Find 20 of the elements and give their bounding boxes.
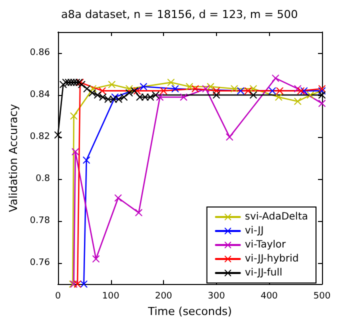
x-axis-title: Time (seconds) (146, 305, 232, 318)
y-tick-label: 0.84 (30, 90, 50, 100)
legend-label: vi-Taylor (244, 240, 287, 250)
legend-label: svi-AdaDelta (244, 212, 308, 222)
chart-title: a8a dataset, n = 18156, d = 123, m = 500 (61, 8, 298, 21)
y-tick-label: 0.86 (30, 48, 50, 58)
y-tick-label: 0.8 (36, 174, 50, 184)
y-axis-title: Validation Accuracy (7, 104, 20, 212)
x-tick-label: 500 (313, 292, 331, 302)
x-tick-label: 100 (102, 292, 120, 302)
legend-label: vi-JJ (244, 226, 264, 236)
x-tick-label: 400 (260, 292, 278, 302)
legend-label: vi-JJ-hybrid (244, 254, 299, 264)
legend-label: vi-JJ-full (244, 268, 282, 278)
x-tick-label: 200 (154, 292, 172, 302)
y-tick-label: 0.76 (30, 258, 50, 268)
y-tick-label: 0.82 (30, 132, 50, 142)
x-tick-label: 300 (208, 292, 226, 302)
y-tick-label: 0.78 (30, 216, 50, 226)
x-tick-label: 0 (55, 292, 62, 302)
